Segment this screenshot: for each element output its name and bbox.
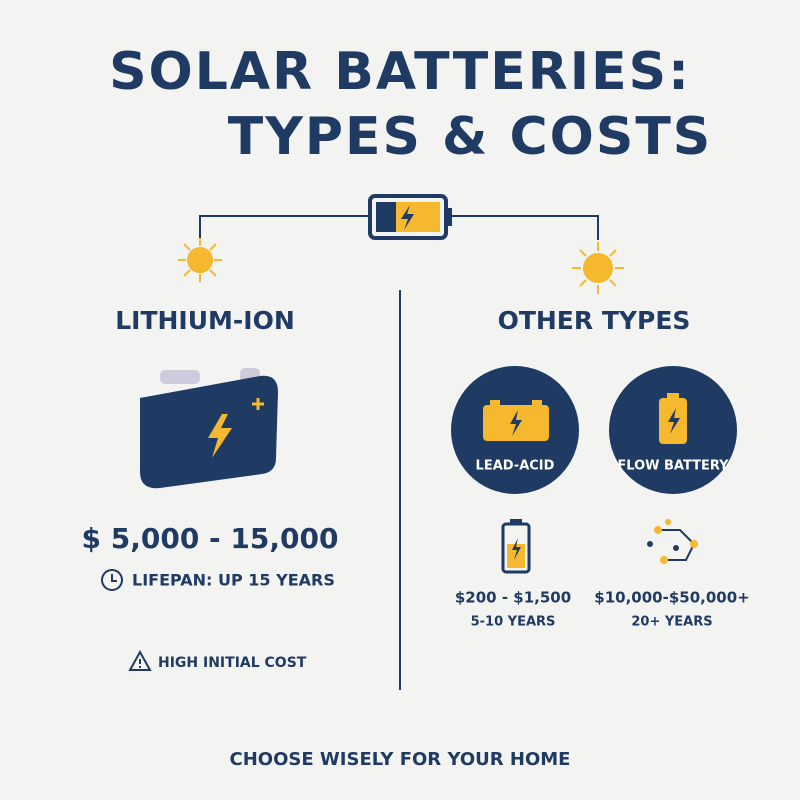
lithium-battery-part: [208, 414, 232, 458]
section-heading: OTHER TYPES: [498, 306, 691, 335]
flow-icon: [647, 519, 698, 564]
warning-icon-part: [128, 649, 152, 671]
battery-icon-part: [401, 205, 414, 230]
battery-icon-part: [446, 208, 452, 226]
small-battery-icon-part: [510, 519, 522, 524]
sun-icon-part: [187, 247, 213, 273]
flow-icon-part: [665, 519, 671, 525]
flow-icon-part: [647, 541, 653, 547]
type-badge: [451, 366, 579, 494]
sun-icon-part: [572, 242, 624, 294]
type-badge-part: [510, 410, 522, 436]
small-battery-icon: [501, 519, 531, 574]
small-battery-icon-part: [512, 538, 521, 560]
sun-icon-part: [178, 238, 222, 282]
section-heading: LITHIUM-ION: [115, 306, 295, 335]
lithium-battery-part: [252, 398, 264, 410]
warning-icon: [128, 649, 152, 671]
clock-icon-part: [101, 569, 123, 591]
title-line: TYPES & COSTS: [228, 107, 713, 167]
flow-icon-part: [654, 526, 662, 534]
type-lifespan: 5-10 YEARS: [471, 615, 556, 630]
battery-icon: [368, 194, 452, 240]
type-badge-part: [667, 393, 679, 399]
type-badge-part: [490, 400, 500, 406]
type-price: $200 - $1,500: [455, 589, 571, 607]
type-badge: [609, 366, 737, 494]
clock-icon: [101, 569, 123, 591]
warning: HIGH INITIAL COST: [158, 655, 307, 671]
lithium-battery-part: [160, 370, 200, 384]
lithium-battery: [140, 368, 278, 489]
connector: [199, 215, 599, 690]
type-badge-part: [668, 408, 680, 434]
title-line: SOLAR BATTERIES:: [109, 42, 691, 102]
price: $ 5,000 - 15,000: [82, 522, 339, 555]
lifespan: LIFEPAN: UP 15 YEARS: [132, 571, 335, 590]
type-badge-part: [532, 400, 542, 406]
type-price: $10,000-$50,000+: [594, 589, 749, 607]
type-lifespan: 20+ YEARS: [631, 615, 712, 630]
flow-icon-part: [673, 545, 679, 551]
flow-icon-part: [660, 556, 668, 564]
clock-icon-part: [111, 574, 117, 582]
lithium-battery-part: [140, 375, 278, 489]
battery-icon-part: [376, 202, 396, 232]
connector-part: [452, 215, 599, 240]
flow-icon-part: [690, 540, 698, 548]
type-name: FLOW BATTERY: [617, 459, 729, 474]
sun-icon: [572, 242, 624, 294]
sun-icon: [178, 238, 222, 282]
footer: CHOOSE WISELY FOR YOUR HOME: [230, 749, 571, 770]
type-name: LEAD-ACID: [476, 459, 555, 474]
sun-icon-part: [583, 253, 613, 283]
connector-part: [199, 215, 368, 238]
